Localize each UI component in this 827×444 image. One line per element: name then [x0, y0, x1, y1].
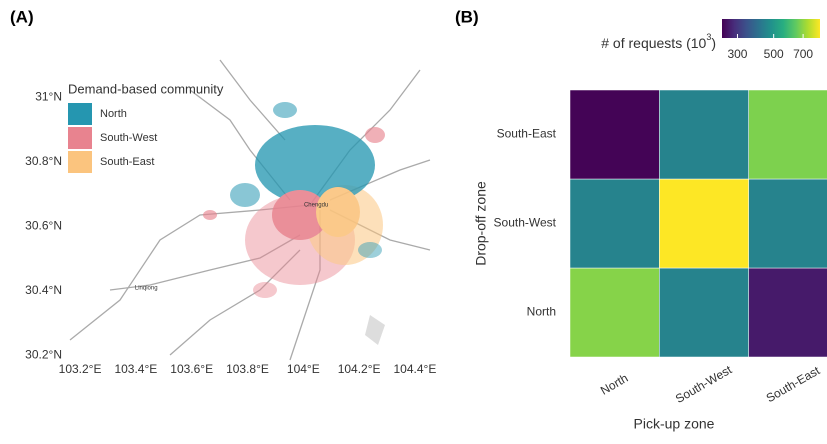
x-tick-label: 104°E — [287, 362, 320, 376]
legend-key — [68, 127, 92, 149]
place-label: Linqiong — [135, 286, 158, 292]
heat-cell — [569, 178, 660, 269]
x-tick-label: 103.4°E — [114, 362, 157, 376]
x-tick-label: 103.6°E — [170, 362, 213, 376]
y-tick-label: 31°N — [35, 89, 62, 103]
legend-title: Demand-based community — [68, 81, 224, 96]
legend-label: South-West — [100, 132, 157, 144]
y-tick-label: 30.2°N — [25, 347, 62, 361]
y-tick-label: 30.6°N — [25, 218, 62, 232]
y-axis-title: Drop-off zone — [473, 181, 489, 266]
heat-cell — [659, 89, 749, 180]
legend-label: South-East — [100, 156, 154, 168]
y-tick-label: North — [527, 305, 556, 319]
heat-cell — [748, 267, 827, 358]
map: 103.2°E 103.4°E 103.6°E 103.8°E 104°E 104.2°E… — [25, 81, 436, 376]
panel-label: (B) — [455, 7, 479, 26]
x-tick-label: South-East — [764, 363, 823, 405]
legend-label: North — [100, 108, 127, 120]
heat-cell — [659, 267, 749, 358]
y-tick-label: South-East — [497, 127, 557, 141]
legend-title: # of requests (103) — [601, 32, 716, 50]
x-tick-label: 104.4°E — [394, 362, 437, 376]
colorbar-tick-label: 700 — [793, 47, 813, 61]
x-tick-label: 103.8°E — [226, 362, 269, 376]
heat-cell — [569, 89, 660, 180]
legend-title-part: 3 — [706, 32, 711, 42]
colorbar-tick-label: 500 — [764, 47, 784, 61]
x-tick-label: South-West — [673, 362, 735, 406]
x-tick-label: 104.2°E — [338, 362, 381, 376]
colorbar-tick-label: 300 — [727, 47, 747, 61]
legend-key — [68, 103, 92, 125]
community-areas — [203, 102, 385, 298]
colorbar — [722, 19, 820, 38]
legend-title-part: # of requests (10 — [601, 35, 706, 51]
y-tick-label: 30.4°N — [25, 283, 62, 297]
y-tick-label: South-West — [494, 216, 557, 230]
heat-cell — [748, 178, 827, 269]
place-label: Chengdu — [304, 203, 328, 209]
heat-cell — [748, 89, 827, 180]
y-tick-label: 30.8°N — [25, 154, 62, 168]
heat-cell — [569, 267, 660, 358]
heatmap: North South-West South-East North South-West… — [473, 19, 827, 432]
x-tick-label: 103.2°E — [59, 362, 102, 376]
x-axis-title: Pick-up zone — [634, 416, 715, 432]
x-tick-label: North — [598, 371, 630, 398]
heat-cell — [659, 178, 749, 269]
panel-label: (A) — [10, 7, 34, 26]
legend-key — [68, 151, 92, 173]
legend-title-part: ) — [711, 35, 716, 51]
